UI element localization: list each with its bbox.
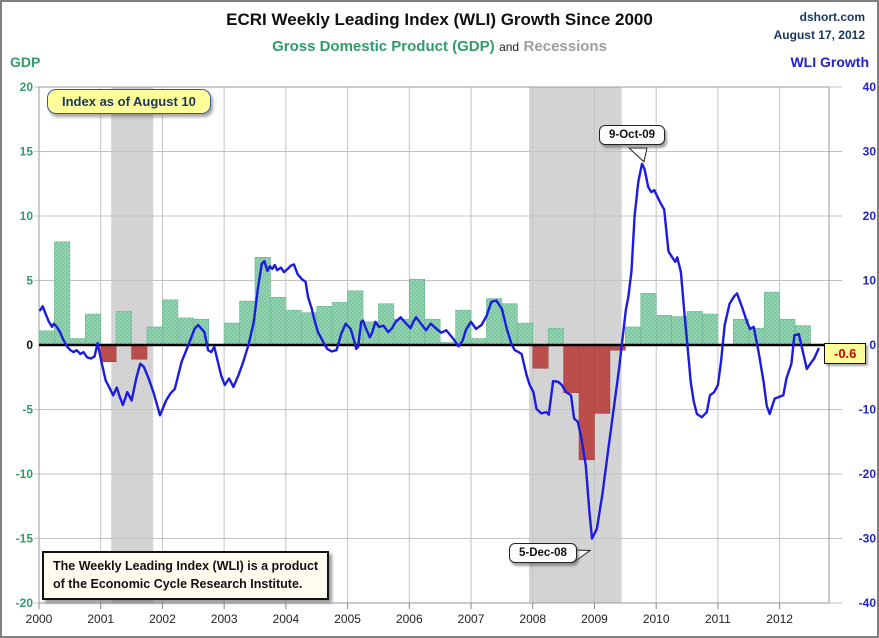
gdp-bar (115, 311, 132, 346)
footnote-line2: of the Economic Cycle Research Institute… (53, 576, 303, 591)
wli-axis-tick-label: -40 (859, 596, 877, 610)
gdp-bar (38, 330, 55, 346)
gdp-bar (547, 327, 564, 346)
gdp-bar (763, 291, 780, 346)
gdp-bar (686, 311, 703, 346)
gdp-axis-tick-label: 5 (26, 274, 33, 288)
gdp-bar (54, 241, 71, 346)
source-block: dshort.com August 17, 2012 (774, 8, 865, 44)
footnote-box: The Weekly Leading Index (WLI) is a prod… (42, 551, 330, 600)
gdp-bar (378, 303, 395, 346)
year-tick-label: 2004 (273, 612, 300, 626)
gdp-bar (625, 326, 642, 346)
gdp-bar (84, 313, 102, 346)
wli-axis-tick-label: 30 (863, 145, 877, 159)
gdp-bar (316, 305, 333, 346)
year-tick-label: 2002 (149, 612, 176, 626)
wli-axis-tick-label: 10 (863, 274, 877, 288)
gdp-bar (532, 344, 549, 369)
peak-callout: 9-Oct-09 (599, 125, 666, 145)
wli-axis-tick-label: -10 (859, 403, 877, 417)
gdp-bar (563, 344, 580, 394)
gdp-axis-tick-label: 20 (20, 80, 34, 94)
subtitle: Gross Domestic Product (GDP) and Recessi… (2, 38, 877, 56)
gdp-axis-tick-label: 0 (26, 338, 33, 352)
gdp-axis-tick-label: 10 (20, 209, 34, 223)
page-title: ECRI Weekly Leading Index (WLI) Growth S… (226, 10, 653, 29)
gdp-bar (347, 290, 364, 346)
wli-axis-tick-label: 20 (863, 209, 877, 223)
gdp-bar (162, 299, 179, 346)
gdp-bar (424, 318, 441, 346)
year-tick-label: 2001 (87, 612, 114, 626)
wli-line (39, 162, 820, 540)
subtitle-recessions: Recessions (523, 38, 607, 55)
year-tick-label: 2007 (458, 612, 485, 626)
year-tick-label: 2006 (396, 612, 423, 626)
year-tick-label: 2009 (581, 612, 608, 626)
left-axis-title: GDP (10, 54, 41, 70)
peak-callout-pointer (627, 147, 648, 163)
subtitle-and: and (499, 40, 520, 54)
wli-axis-tick-label: -20 (859, 467, 877, 481)
gdp-bar (146, 326, 163, 346)
last-value-badge: -0.6 (824, 343, 867, 364)
year-tick-label: 2005 (334, 612, 361, 626)
year-tick-label: 2000 (26, 612, 53, 626)
gdp-bar (100, 344, 117, 363)
index-as-of-note: Index as of August 10 (47, 89, 211, 114)
gdp-bar (223, 322, 240, 346)
gdp-bar (285, 309, 302, 346)
gdp-axis-tick-label: -20 (16, 596, 34, 610)
source-site: dshort.com (799, 10, 865, 24)
year-tick-label: 2012 (766, 612, 793, 626)
gdp-bar (640, 293, 657, 346)
trough-callout: 5-Dec-08 (509, 543, 577, 563)
right-axis-title: WLI Growth (790, 54, 869, 70)
wli-axis-tick-label: 40 (863, 80, 877, 94)
gdp-bar (409, 278, 426, 346)
gdp-axis-tick-label: -10 (16, 467, 34, 481)
gdp-axis-tick-label: -5 (22, 403, 33, 417)
gdp-axis-tick-label: 15 (20, 145, 34, 159)
year-tick-label: 2003 (211, 612, 238, 626)
gdp-axis-tick-label: -15 (16, 532, 34, 546)
gdp-bar (655, 315, 672, 346)
gdp-bar (594, 344, 611, 414)
wli-axis-tick-label: 0 (869, 338, 876, 352)
wli-axis-tick-label: -30 (859, 532, 877, 546)
gdp-bar (517, 322, 534, 346)
subtitle-gdp: Gross Domestic Product (GDP) (272, 38, 495, 55)
gdp-bar (702, 313, 719, 346)
footnote-line1: The Weekly Leading Index (WLI) is a prod… (53, 559, 319, 573)
gdp-bar (131, 344, 148, 360)
year-tick-label: 2008 (519, 612, 546, 626)
year-tick-label: 2010 (643, 612, 670, 626)
year-tick-label: 2011 (705, 612, 731, 626)
gdp-bar (270, 296, 287, 346)
source-date: August 17, 2012 (773, 28, 865, 42)
